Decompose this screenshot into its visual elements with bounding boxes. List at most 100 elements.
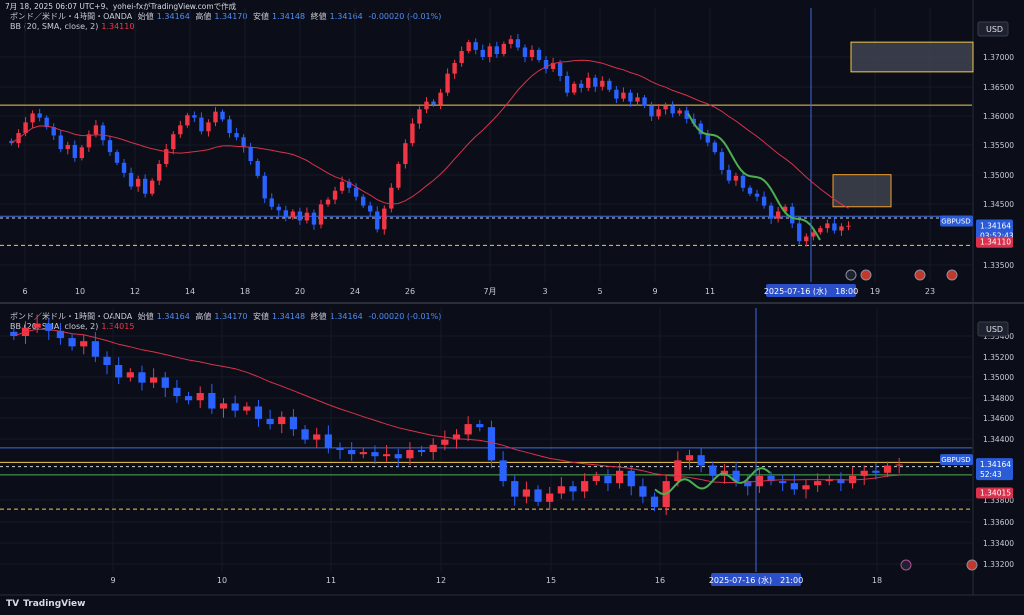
candle-body <box>579 83 584 88</box>
candle-body <box>790 483 798 490</box>
price-tick-label: 1.35200 <box>983 353 1014 362</box>
candle-body <box>581 481 589 492</box>
price-tick-label: 1.33400 <box>983 539 1014 548</box>
time-tick-label: 7月 <box>483 287 496 296</box>
candle-body <box>269 198 274 207</box>
candle-body <box>663 105 668 110</box>
candle-body <box>254 406 263 419</box>
top-indicator-legend[interactable]: BB (20, SMA, close, 2) 1.34110 <box>10 22 137 31</box>
candle-body <box>424 101 429 110</box>
us-flag-icon <box>860 269 872 281</box>
countdown-tag: 52:43 <box>980 470 1002 479</box>
symbol-tag: GBPUSD <box>941 218 970 226</box>
time-tick-label: 14 <box>185 287 195 296</box>
candle-body <box>607 80 612 90</box>
bottom-indicator-legend[interactable]: BB (20, SMA, close, 2) 1.34015 <box>10 322 137 331</box>
top-symbol[interactable]: ポンド／米ドル・4時間・OANDA <box>10 12 133 21</box>
candle-body <box>208 393 216 409</box>
candle-body <box>677 110 682 114</box>
candle-body <box>219 403 228 409</box>
candle-body <box>80 341 88 347</box>
us-flag-icon <box>946 269 958 281</box>
candle-body <box>138 372 146 383</box>
crosshair-time-label: 2025-07-16 (水) 21:00 <box>709 575 803 585</box>
candle-body <box>396 163 401 188</box>
top-low-label: 安値 <box>253 12 270 21</box>
candle-body <box>213 111 218 123</box>
candle-body <box>339 181 345 191</box>
candle-body <box>501 43 507 55</box>
candle-body <box>557 486 565 494</box>
candle-body <box>546 493 554 502</box>
candle-body <box>406 450 414 459</box>
bottom-indicator-name: BB (20, SMA, close, 2) <box>10 322 99 331</box>
top-high-label: 高値 <box>195 12 212 21</box>
price-tick-label: 1.34400 <box>983 435 1014 444</box>
candle-body <box>480 49 485 57</box>
top-open-value: 1.34164 <box>156 12 190 21</box>
tradingview-logo-icon: 𝗧𝗩 <box>6 599 20 609</box>
candle-body <box>30 113 35 123</box>
candle-body <box>353 187 359 197</box>
candle-body <box>536 49 542 60</box>
crosshair-time-badge <box>711 573 801 586</box>
price-tick-label: 1.33800 <box>983 496 1014 505</box>
candle-body <box>161 377 169 388</box>
candle-body <box>103 356 111 366</box>
us-flag-icon <box>914 269 926 281</box>
candle-body <box>128 172 134 187</box>
candle-body <box>361 196 366 206</box>
candle-body <box>44 117 49 128</box>
candle-body <box>650 496 659 507</box>
candle-body <box>790 206 795 224</box>
candle-body <box>761 196 767 206</box>
currency-selector <box>977 321 1009 337</box>
candle-body <box>68 338 76 347</box>
price-tick-label: 1.33600 <box>983 518 1014 527</box>
candle-body <box>656 109 661 117</box>
candle-body <box>464 424 472 435</box>
bb-price-tag-bg <box>976 487 1013 499</box>
candle-body <box>33 323 41 328</box>
wave-count-line <box>687 113 821 241</box>
candle-body <box>740 175 746 188</box>
time-tick-label: 20 <box>295 287 305 296</box>
bottom-symbol[interactable]: ポンド／米ドル・1時間・OANDA <box>10 312 133 321</box>
candle-body <box>452 62 457 74</box>
candle-body <box>691 118 696 124</box>
candle-body <box>825 223 830 229</box>
time-tick-label: 3 <box>542 287 547 296</box>
time-tick-label: 11 <box>705 287 715 296</box>
candle-body <box>754 193 760 197</box>
footer-brand[interactable]: 𝗧𝗩 TradingView <box>6 599 85 609</box>
candle-body <box>543 59 549 69</box>
candle-body <box>248 147 253 161</box>
candle-body <box>550 62 556 69</box>
time-tick-label: 18 <box>872 576 882 585</box>
bb-basis-line <box>11 59 849 209</box>
time-tick-label: 23 <box>925 287 935 296</box>
price-tick-label: 1.33200 <box>983 560 1014 569</box>
candle-body <box>775 211 781 219</box>
candle-body <box>895 464 903 466</box>
candle-body <box>697 455 705 466</box>
candle-body <box>199 117 204 132</box>
panel_top-plot <box>0 8 974 282</box>
last-price-tag: 1.34164 <box>980 222 1011 231</box>
currency-selector <box>977 21 1009 37</box>
panel_bottom-plot <box>0 308 972 572</box>
candle-body <box>86 134 92 148</box>
candle-body <box>243 406 251 411</box>
candle-body <box>184 396 193 401</box>
candle-body <box>283 210 288 218</box>
candle-body <box>837 479 845 484</box>
candle-body <box>635 97 640 102</box>
candle-body <box>255 161 260 176</box>
currency-label: USD <box>986 325 1003 334</box>
candle-body <box>802 485 810 490</box>
time-tick-label: 15 <box>546 576 556 585</box>
candle-body <box>178 125 183 135</box>
time-tick-label: 9 <box>110 576 115 585</box>
candle-body <box>220 111 225 120</box>
